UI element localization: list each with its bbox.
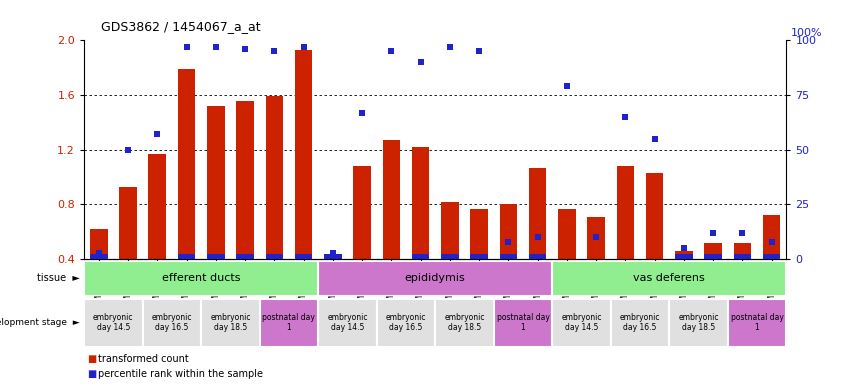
- Bar: [553, 299, 611, 346]
- Text: vas deferens: vas deferens: [633, 273, 705, 283]
- Text: embryonic
day 18.5: embryonic day 18.5: [444, 313, 484, 332]
- Bar: [529, 167, 547, 259]
- Bar: [294, 50, 312, 259]
- Bar: [436, 299, 494, 346]
- Bar: [669, 299, 727, 346]
- Bar: [500, 204, 517, 259]
- Text: postnatal day
1: postnatal day 1: [731, 313, 784, 332]
- Bar: [318, 261, 553, 296]
- Bar: [266, 96, 283, 259]
- Bar: [470, 209, 488, 259]
- Text: 100%: 100%: [791, 28, 822, 38]
- Bar: [84, 261, 318, 296]
- Text: embryonic
day 18.5: embryonic day 18.5: [210, 313, 251, 332]
- Bar: [318, 299, 377, 346]
- Text: postnatal day
1: postnatal day 1: [496, 313, 549, 332]
- Text: embryonic
day 16.5: embryonic day 16.5: [151, 313, 192, 332]
- Bar: [84, 299, 143, 346]
- Text: embryonic
day 16.5: embryonic day 16.5: [386, 313, 426, 332]
- Text: ■: ■: [88, 354, 101, 364]
- Bar: [441, 255, 458, 259]
- Bar: [646, 173, 664, 259]
- Bar: [236, 255, 254, 259]
- Bar: [705, 255, 722, 259]
- Bar: [324, 255, 341, 259]
- Text: GDS3862 / 1454067_a_at: GDS3862 / 1454067_a_at: [101, 20, 261, 33]
- Bar: [324, 255, 341, 259]
- Bar: [177, 255, 195, 259]
- Bar: [90, 229, 108, 259]
- Bar: [470, 255, 488, 259]
- Bar: [616, 166, 634, 259]
- Text: percentile rank within the sample: percentile rank within the sample: [98, 369, 263, 379]
- Bar: [412, 255, 430, 259]
- Bar: [500, 255, 517, 259]
- Bar: [587, 217, 605, 259]
- Bar: [733, 255, 751, 259]
- Bar: [90, 255, 108, 259]
- Text: development stage  ►: development stage ►: [0, 318, 80, 327]
- Bar: [763, 215, 780, 259]
- Bar: [294, 255, 312, 259]
- Text: postnatal day
1: postnatal day 1: [262, 313, 315, 332]
- Bar: [353, 166, 371, 259]
- Text: embryonic
day 16.5: embryonic day 16.5: [620, 313, 660, 332]
- Bar: [119, 187, 137, 259]
- Text: efferent ducts: efferent ducts: [161, 273, 241, 283]
- Bar: [441, 202, 458, 259]
- Bar: [149, 154, 166, 259]
- Text: epididymis: epididymis: [405, 273, 466, 283]
- Bar: [383, 140, 400, 259]
- Bar: [675, 251, 693, 259]
- Bar: [494, 299, 553, 346]
- Bar: [763, 255, 780, 259]
- Bar: [553, 261, 786, 296]
- Bar: [236, 101, 254, 259]
- Bar: [558, 209, 575, 259]
- Text: embryonic
day 14.5: embryonic day 14.5: [327, 313, 368, 332]
- Bar: [705, 243, 722, 259]
- Bar: [377, 299, 436, 346]
- Bar: [201, 299, 260, 346]
- Bar: [529, 255, 547, 259]
- Text: tissue  ►: tissue ►: [37, 273, 80, 283]
- Bar: [611, 299, 669, 346]
- Bar: [727, 299, 786, 346]
- Bar: [733, 243, 751, 259]
- Bar: [412, 147, 430, 259]
- Text: transformed count: transformed count: [98, 354, 189, 364]
- Bar: [177, 69, 195, 259]
- Bar: [675, 255, 693, 259]
- Bar: [260, 299, 318, 346]
- Text: embryonic
day 14.5: embryonic day 14.5: [561, 313, 602, 332]
- Text: embryonic
day 18.5: embryonic day 18.5: [679, 313, 719, 332]
- Text: ■: ■: [88, 369, 101, 379]
- Bar: [143, 299, 201, 346]
- Bar: [266, 255, 283, 259]
- Bar: [207, 255, 225, 259]
- Bar: [207, 106, 225, 259]
- Text: embryonic
day 14.5: embryonic day 14.5: [93, 313, 134, 332]
